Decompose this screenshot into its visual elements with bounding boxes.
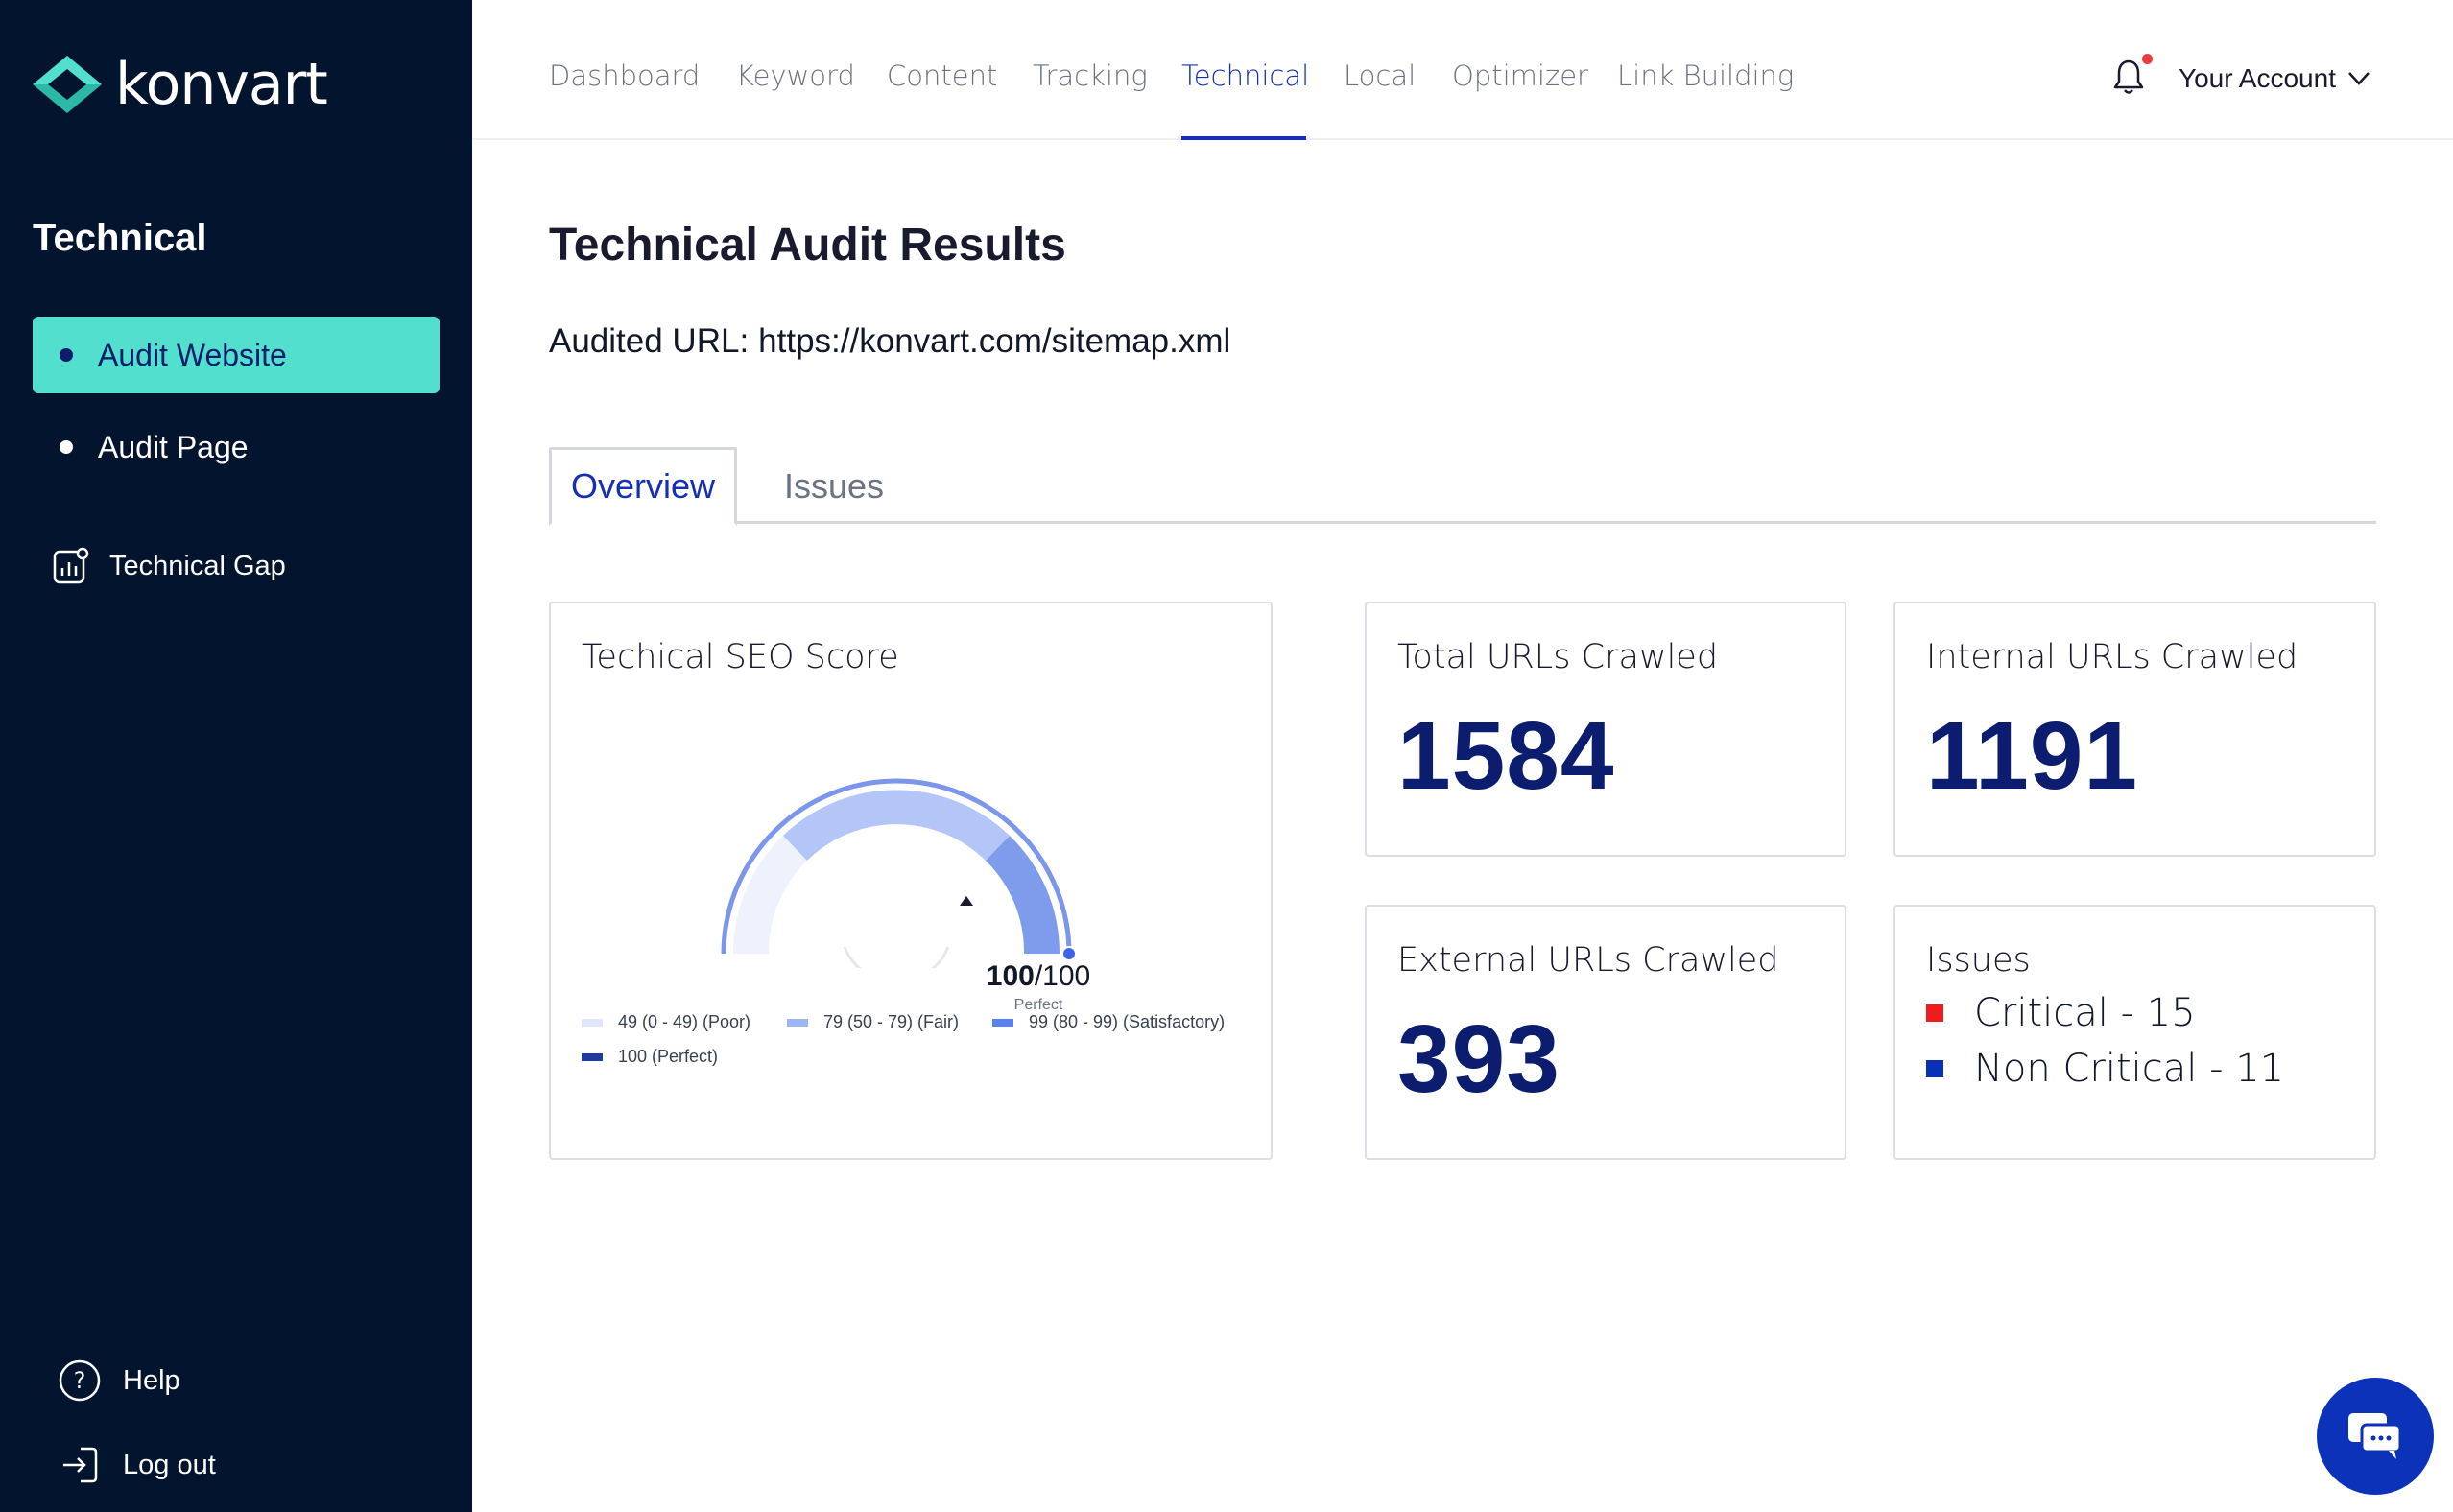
nav-dashboard[interactable]: Dashboard bbox=[549, 59, 701, 92]
stat-title: External URLs Crawled bbox=[1397, 941, 1779, 980]
sidebar: konvart Technical Audit Website Audit Pa… bbox=[0, 0, 472, 1512]
audited-url-value: https://konvart.com/sitemap.xml bbox=[758, 322, 1231, 360]
sidebar-item-label: Audit Page bbox=[98, 429, 249, 464]
non-critical-marker bbox=[1926, 1060, 1943, 1077]
total-urls-card: Total URLs Crawled 1584 bbox=[1365, 602, 1846, 857]
legend-label: 49 (0 - 49) (Poor) bbox=[618, 1012, 751, 1031]
sidebar-item-label: Audit Website bbox=[98, 337, 287, 372]
legend-label: 79 (50 - 79) (Fair) bbox=[823, 1012, 960, 1031]
gauge-center: 100/100 Perfect bbox=[966, 960, 1110, 1014]
chart-icon bbox=[53, 547, 89, 584]
sidebar-item-label: Technical Gap bbox=[109, 550, 286, 581]
legend-label: 99 (80 - 99) (Satisfactory) bbox=[1029, 1012, 1226, 1031]
tab-overview[interactable]: Overview bbox=[549, 447, 737, 526]
nav-content[interactable]: Content bbox=[887, 59, 998, 92]
legend-swatch bbox=[582, 1052, 603, 1061]
sidebar-item-audit-page[interactable]: Audit Page bbox=[33, 409, 440, 485]
score-max: /100 bbox=[1034, 960, 1091, 992]
help-label: Help bbox=[123, 1364, 180, 1396]
audited-url-label: Audited URL: bbox=[549, 322, 750, 360]
nav-keyword[interactable]: Keyword bbox=[736, 59, 855, 92]
result-tabs: Overview Issues bbox=[549, 447, 2376, 526]
account-label: Your Account bbox=[2179, 63, 2336, 93]
sidebar-logout[interactable]: Log out bbox=[58, 1443, 216, 1487]
logout-icon bbox=[63, 1447, 98, 1483]
audited-url-line: Audited URL: https://konvart.com/sitemap.… bbox=[549, 322, 1230, 361]
chevron-down-icon bbox=[2348, 72, 2370, 85]
account-menu[interactable]: Your Account bbox=[2179, 63, 2370, 94]
legend-item-satisfactory: 99 (80 - 99) (Satisfactory) bbox=[992, 1012, 1225, 1032]
konvart-logo-icon bbox=[33, 56, 102, 113]
chat-icon bbox=[2348, 1413, 2402, 1459]
nav-local[interactable]: Local bbox=[1344, 59, 1417, 92]
sidebar-item-audit-website[interactable]: Audit Website bbox=[33, 317, 440, 393]
external-urls-card: External URLs Crawled 393 bbox=[1365, 905, 1846, 1160]
score-rating: Perfect bbox=[1013, 997, 1063, 1013]
notification-badge bbox=[2142, 54, 2153, 64]
bullet-icon bbox=[60, 348, 73, 362]
nav-optimizer[interactable]: Optimizer bbox=[1452, 59, 1588, 92]
issue-label: Critical - 15 bbox=[1974, 991, 2196, 1035]
critical-marker bbox=[1926, 1004, 1943, 1022]
stat-title: Internal URLs Crawled bbox=[1926, 638, 2298, 676]
sidebar-heading: Technical bbox=[33, 217, 207, 259]
issue-label: Non Critical - 11 bbox=[1974, 1047, 2285, 1091]
issues-card: Issues Critical - 15 Non Critical - 11 bbox=[1893, 905, 2376, 1160]
legend-swatch bbox=[992, 1018, 1013, 1027]
legend-item-perfect: 100 (Perfect) bbox=[582, 1047, 718, 1067]
chat-button[interactable] bbox=[2317, 1378, 2434, 1495]
legend-label: 100 (Perfect) bbox=[618, 1047, 719, 1066]
legend-item-fair: 79 (50 - 79) (Fair) bbox=[787, 1012, 959, 1032]
gauge-svg bbox=[721, 778, 1077, 988]
brand-name: konvart bbox=[115, 51, 328, 118]
tab-issues[interactable]: Issues bbox=[783, 466, 885, 506]
legend-item-poor: 49 (0 - 49) (Poor) bbox=[582, 1012, 750, 1032]
stat-value: 393 bbox=[1397, 1005, 1560, 1113]
page-title: Technical Audit Results bbox=[549, 220, 1066, 271]
logout-label: Log out bbox=[123, 1449, 216, 1480]
score-value: 100/100 bbox=[966, 960, 1110, 993]
sidebar-item-technical-gap[interactable]: Technical Gap bbox=[52, 547, 286, 585]
score-card-title: Techical SEO Score bbox=[582, 638, 899, 676]
seo-score-card: Techical SEO Score 100/100 bbox=[549, 602, 1273, 1160]
logo[interactable]: konvart bbox=[33, 51, 328, 118]
issue-non-critical[interactable]: Non Critical - 11 bbox=[1926, 1047, 2284, 1091]
stat-value: 1584 bbox=[1397, 702, 1615, 810]
nav-link-building[interactable]: Link Building bbox=[1617, 59, 1795, 92]
bullet-icon bbox=[60, 440, 73, 454]
notification-bell-icon[interactable] bbox=[2113, 58, 2144, 96]
nav-active-indicator bbox=[1181, 136, 1306, 140]
top-nav: Dashboard Keyword Content Tracking Techn… bbox=[472, 0, 2453, 140]
issue-critical[interactable]: Critical - 15 bbox=[1926, 991, 2196, 1035]
legend-swatch bbox=[582, 1018, 603, 1027]
score-number: 100 bbox=[986, 960, 1035, 992]
svg-text:?: ? bbox=[74, 1367, 86, 1394]
help-icon: ? bbox=[59, 1359, 101, 1402]
internal-urls-card: Internal URLs Crawled 1191 bbox=[1893, 602, 2376, 857]
nav-technical[interactable]: Technical bbox=[1181, 59, 1310, 92]
issues-title: Issues bbox=[1926, 941, 2031, 980]
legend-swatch bbox=[787, 1018, 808, 1027]
score-gauge: 100/100 Perfect bbox=[695, 738, 1098, 1013]
sidebar-help[interactable]: ? Help bbox=[58, 1358, 180, 1403]
stat-title: Total URLs Crawled bbox=[1397, 638, 1719, 676]
nav-tracking[interactable]: Tracking bbox=[1033, 59, 1148, 92]
stat-value: 1191 bbox=[1926, 702, 2138, 810]
